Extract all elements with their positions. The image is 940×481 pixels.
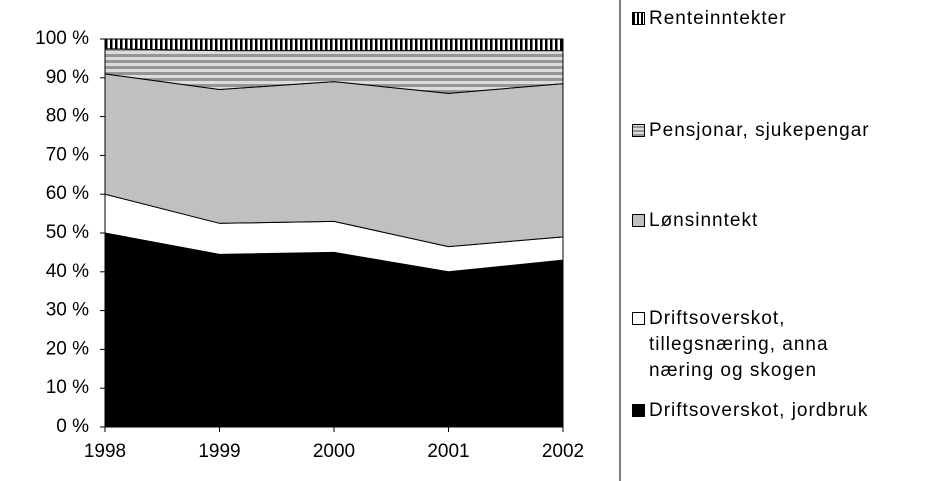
y-tick-label: 50 % — [46, 222, 89, 243]
legend-item: Driftsoverskot, jordbruk — [632, 398, 932, 424]
y-tick-label: 70 % — [46, 144, 89, 165]
legend-swatch — [632, 124, 645, 137]
area — [104, 38, 564, 52]
y-tick-label: 90 % — [46, 67, 89, 88]
x-tick-label: 2001 — [427, 441, 469, 462]
x-tick-label: 1999 — [198, 441, 240, 462]
y-tick-label: 0 % — [56, 416, 89, 437]
y-tick-label: 100 % — [35, 28, 89, 49]
y-tick-label: 60 % — [46, 183, 89, 204]
y-tick-label: 40 % — [46, 261, 89, 282]
y-tick-label: 30 % — [46, 300, 89, 321]
legend-label: Driftsoverskot, tillegsnæring, anna næri… — [649, 308, 829, 381]
legend-swatch — [632, 312, 645, 325]
legend-item: Lønsinntekt — [632, 208, 932, 234]
x-tick-label: 2002 — [542, 441, 584, 462]
legend-swatch — [632, 214, 645, 227]
legend-label: Pensjonar, sjukepengar — [649, 120, 870, 141]
y-tick-label: 80 % — [46, 106, 89, 127]
x-tick-label: 2000 — [313, 441, 355, 462]
y-tick-label: 20 % — [46, 338, 89, 359]
legend-swatch — [632, 404, 645, 417]
legend-item: Renteinntekter — [632, 6, 932, 32]
legend-item: Pensjonar, sjukepengar — [632, 118, 932, 144]
legend-label: Driftsoverskot, jordbruk — [649, 400, 869, 421]
x-tick-label: 1998 — [84, 441, 126, 462]
legend-item: Driftsoverskot, tillegsnæring, anna næri… — [632, 306, 932, 384]
legend-label: Lønsinntekt — [649, 210, 759, 231]
legend-swatch — [632, 12, 645, 25]
y-tick-label: 10 % — [46, 377, 89, 398]
legend-label: Renteinntekter — [649, 8, 787, 29]
